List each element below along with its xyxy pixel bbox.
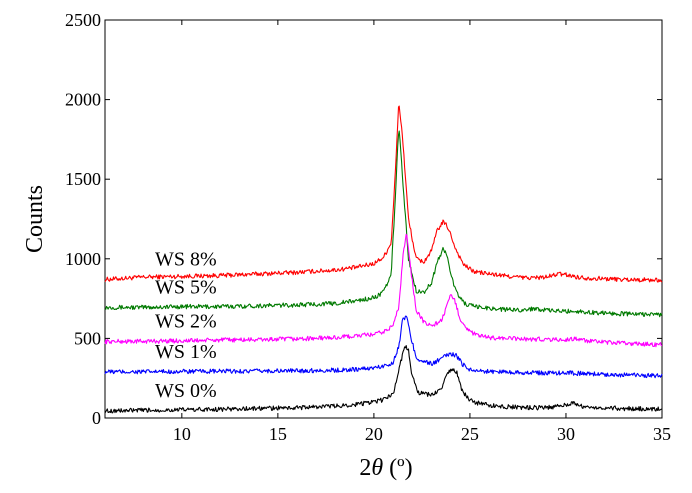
- y-tick-label: 500: [74, 328, 101, 348]
- series-line: [104, 345, 663, 414]
- series-line: [104, 315, 663, 379]
- y-tick-label: 1000: [65, 249, 101, 269]
- series-labels: WS 8% WS 5% WS 2% WS 1% WS 0%: [155, 248, 217, 401]
- plot-frame: [104, 19, 663, 419]
- y-tick-label: 1500: [65, 169, 101, 189]
- y-tick-label: 2500: [65, 10, 101, 30]
- series-line: [104, 233, 663, 348]
- x-tick-label: 20: [365, 424, 383, 444]
- series-line: [104, 105, 663, 283]
- x-tick-label: 10: [173, 424, 191, 444]
- series-label: WS 8%: [155, 248, 217, 270]
- series-layer: [104, 105, 663, 414]
- x-axis-label-suffix: (º): [383, 455, 412, 481]
- y-axis-label: Counts: [22, 185, 48, 253]
- y-axis-ticks: 0 500 1000 1500 2000 2500: [65, 10, 662, 428]
- x-tick-label: 25: [461, 424, 479, 444]
- series-label: WS 0%: [155, 380, 217, 402]
- series-label: WS 5%: [155, 276, 217, 298]
- x-axis-label-prefix: 2: [359, 455, 371, 481]
- x-axis-ticks: 10 15 20 25 30 35: [173, 20, 671, 444]
- x-axis-label-theta: θ: [371, 455, 383, 481]
- series-label: WS 2%: [155, 311, 217, 333]
- x-axis-label: 2θ (º): [359, 455, 412, 481]
- series-label: WS 1%: [155, 341, 217, 363]
- x-tick-label: 15: [269, 424, 287, 444]
- y-tick-label: 0: [92, 408, 101, 428]
- y-tick-label: 2000: [65, 90, 101, 110]
- x-tick-label: 35: [653, 424, 671, 444]
- series-line: [104, 130, 663, 318]
- x-tick-label: 30: [557, 424, 575, 444]
